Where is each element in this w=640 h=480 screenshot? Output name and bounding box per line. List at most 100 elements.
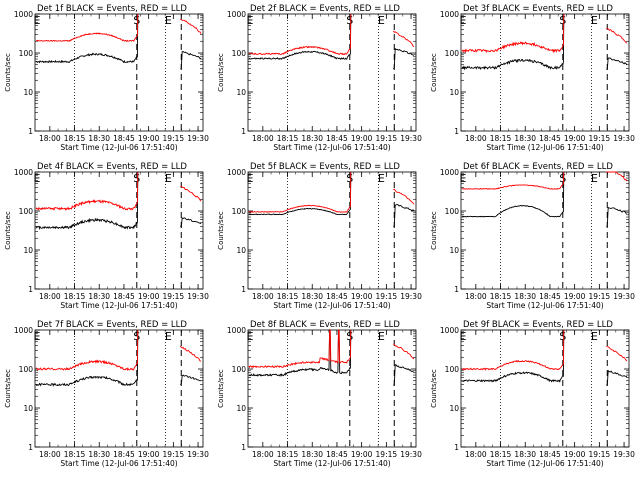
series-line-events xyxy=(35,329,139,387)
chart-panel-9: Det 9f BLACK = Events, RED = LLD 1 10 100 10… xyxy=(430,320,635,468)
y-tick-label: 10 xyxy=(23,246,33,255)
series-line-lld-after xyxy=(606,27,628,44)
series-line-lld xyxy=(35,171,139,211)
x-tick-label: 18:45 xyxy=(326,292,348,301)
x-tick-label: 18:45 xyxy=(539,450,561,459)
x-tick-label: 18:30 xyxy=(88,292,110,301)
series-line-lld xyxy=(461,329,565,371)
y-tick-label: 10 xyxy=(449,404,459,413)
x-tick-label: 19:15 xyxy=(163,450,185,459)
y-tick-label: 1 xyxy=(28,285,33,294)
y-tick-label: 1000 xyxy=(227,10,246,19)
y-tick-label: 1000 xyxy=(14,10,33,19)
series-line-events xyxy=(249,171,352,216)
panel-title: Det 8f BLACK = Events, RED = LLD xyxy=(250,320,400,330)
plot-frame xyxy=(34,329,204,448)
event-marker-label: E xyxy=(459,14,466,27)
y-tick-label: 1000 xyxy=(227,326,246,335)
x-tick-label: 19:15 xyxy=(376,134,398,143)
x-tick-label: 19:30 xyxy=(187,134,209,143)
x-tick-label: 18:15 xyxy=(64,450,86,459)
y-tick-label: 10 xyxy=(236,404,246,413)
series-line-lld xyxy=(248,13,352,56)
x-tick-label: 18:30 xyxy=(88,450,110,459)
event-marker-label: E xyxy=(591,330,598,343)
y-tick-label: 10 xyxy=(236,246,246,255)
y-tick-label: 1 xyxy=(28,443,33,452)
series-line-events-after xyxy=(180,51,202,69)
event-marker-label: E xyxy=(378,330,385,343)
event-marker-label: S xyxy=(133,14,140,27)
panel-title: Det 3f BLACK = Events, RED = LLD xyxy=(463,4,613,14)
x-tick-label: 18:30 xyxy=(301,292,323,301)
x-tick-label: 19:30 xyxy=(613,134,635,143)
x-tick-label: 19:00 xyxy=(351,292,373,301)
series-line-lld-after xyxy=(392,30,415,48)
x-tick-label: 18:30 xyxy=(514,450,536,459)
event-marker-label: E xyxy=(378,172,385,185)
y-tick-label: 10 xyxy=(23,404,33,413)
y-axis-label: Counts/sec xyxy=(430,53,438,92)
x-axis-label: Start Time (12-Jul-06 17:51:40) xyxy=(273,143,390,152)
series-line-events xyxy=(461,171,565,218)
x-tick-label: 19:30 xyxy=(613,450,635,459)
event-marker-label: S xyxy=(559,14,566,27)
x-axis-label: Start Time (12-Jul-06 17:51:40) xyxy=(60,143,177,152)
x-tick-label: 19:15 xyxy=(163,292,185,301)
y-axis-label: Counts/sec xyxy=(217,211,225,250)
x-tick-label: 18:15 xyxy=(64,292,86,301)
event-marker-label: E xyxy=(33,330,40,343)
event-marker-label: E xyxy=(591,172,598,185)
x-axis-label: Start Time (12-Jul-06 17:51:40) xyxy=(60,459,177,468)
event-marker-label: E xyxy=(378,14,385,27)
y-tick-label: 100 xyxy=(19,207,34,216)
panel-title: Det 4f BLACK = Events, RED = LLD xyxy=(37,162,187,172)
y-axis-label: Counts/sec xyxy=(430,369,438,408)
x-tick-label: 19:15 xyxy=(163,134,185,143)
x-tick-label: 19:30 xyxy=(187,450,209,459)
y-axis-label: Counts/sec xyxy=(4,211,12,250)
series-line-lld-after xyxy=(606,171,628,182)
y-tick-label: 100 xyxy=(445,365,460,374)
x-tick-label: 19:15 xyxy=(376,292,398,301)
y-tick-label: 100 xyxy=(445,49,460,58)
series-line-lld-after xyxy=(179,345,202,362)
series-line-events-after xyxy=(392,47,415,70)
series-line-events-after xyxy=(179,217,202,228)
x-tick-label: 19:30 xyxy=(613,292,635,301)
y-tick-label: 100 xyxy=(232,365,247,374)
series-line-events-after xyxy=(393,364,414,386)
y-tick-label: 1000 xyxy=(14,326,33,335)
x-tick-label: 19:00 xyxy=(564,450,586,459)
series-line-events-after xyxy=(179,374,202,386)
x-tick-label: 18:15 xyxy=(490,134,512,143)
panel-title: Det 7f BLACK = Events, RED = LLD xyxy=(37,320,187,330)
event-marker-label: E xyxy=(33,14,40,27)
x-tick-label: 18:45 xyxy=(539,134,561,143)
x-tick-label: 18:45 xyxy=(326,450,348,459)
chart-panel-3: Det 3f BLACK = Events, RED = LLD 1 10 100 10… xyxy=(430,4,635,152)
series-line-lld-after xyxy=(393,343,415,360)
x-tick-label: 18:30 xyxy=(514,134,536,143)
x-tick-label: 18:00 xyxy=(465,134,487,143)
event-marker-label: E xyxy=(165,330,172,343)
x-tick-label: 18:45 xyxy=(539,292,561,301)
x-tick-label: 19:00 xyxy=(138,134,160,143)
plot-frame xyxy=(247,13,417,132)
event-marker-label: S xyxy=(133,330,140,343)
plot-frame xyxy=(460,329,630,448)
panel-title: Det 1f BLACK = Events, RED = LLD xyxy=(37,4,187,14)
event-marker-label: E xyxy=(165,14,172,27)
event-marker-label: S xyxy=(559,172,566,185)
x-tick-label: 19:00 xyxy=(351,134,373,143)
series-line-lld-after xyxy=(180,185,202,202)
y-tick-label: 1000 xyxy=(227,168,246,177)
x-tick-label: 18:30 xyxy=(514,292,536,301)
chart-panel-7: Det 7f BLACK = Events, RED = LLD 1 10 100 10… xyxy=(4,320,209,468)
y-tick-label: 1 xyxy=(241,443,246,452)
event-marker-label: S xyxy=(133,172,140,185)
x-tick-label: 19:15 xyxy=(376,450,398,459)
x-axis-label: Start Time (12-Jul-06 17:51:40) xyxy=(486,143,603,152)
plot-frame xyxy=(460,171,630,290)
x-tick-label: 19:30 xyxy=(400,450,422,459)
